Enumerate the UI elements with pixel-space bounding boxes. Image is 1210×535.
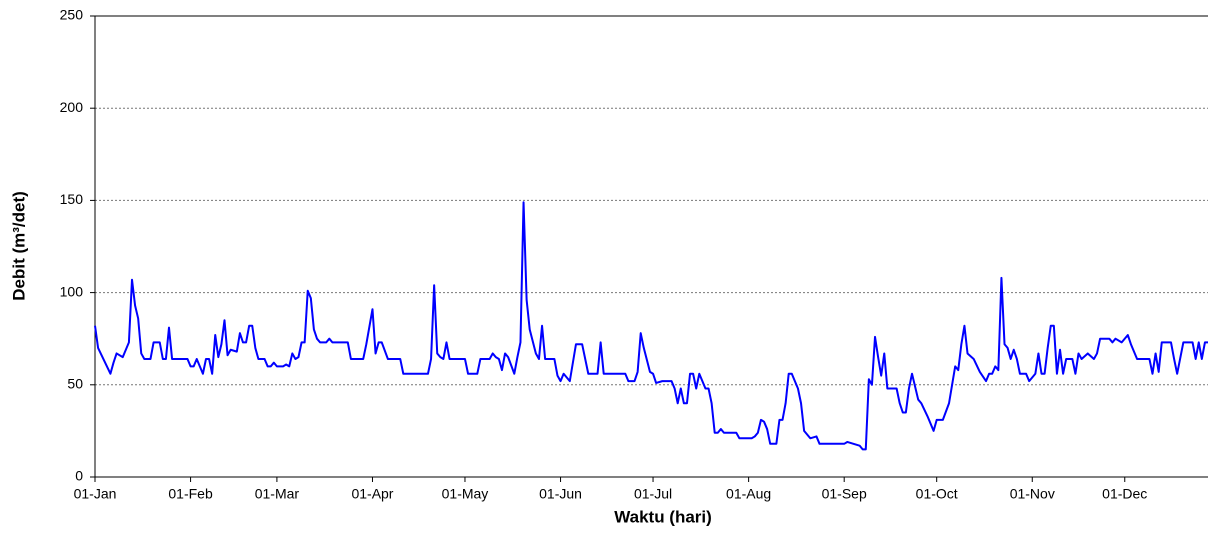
y-tick-label: 100	[60, 283, 84, 299]
y-tick-label: 0	[75, 468, 83, 484]
y-tick-label: 150	[60, 191, 84, 207]
x-axis-label: Waktu (hari)	[614, 507, 712, 526]
x-tick-label: 01-Aug	[726, 486, 771, 502]
y-tick-label: 50	[67, 376, 83, 392]
x-tick-label: 01-Oct	[916, 486, 958, 502]
data-line	[94, 201, 1208, 451]
x-tick-label: 01-Feb	[168, 486, 213, 502]
x-tick-label: 01-Jan	[74, 486, 117, 502]
x-tick-label: 01-Jul	[634, 486, 672, 502]
x-tick-label: 01-Apr	[351, 486, 393, 502]
y-tick-label: 250	[60, 7, 84, 23]
y-tick-label: 200	[60, 99, 84, 115]
y-axis-label: Debit (m³/det)	[9, 191, 28, 301]
x-tick-label: 01-Jun	[539, 486, 582, 502]
x-tick-label: 01-Sep	[822, 486, 867, 502]
x-tick-label: 01-Mar	[255, 486, 300, 502]
x-tick-label: 01-Dec	[1102, 486, 1147, 502]
x-tick-label: 01-May	[442, 486, 489, 502]
x-tick-label: 01-Nov	[1010, 486, 1055, 502]
